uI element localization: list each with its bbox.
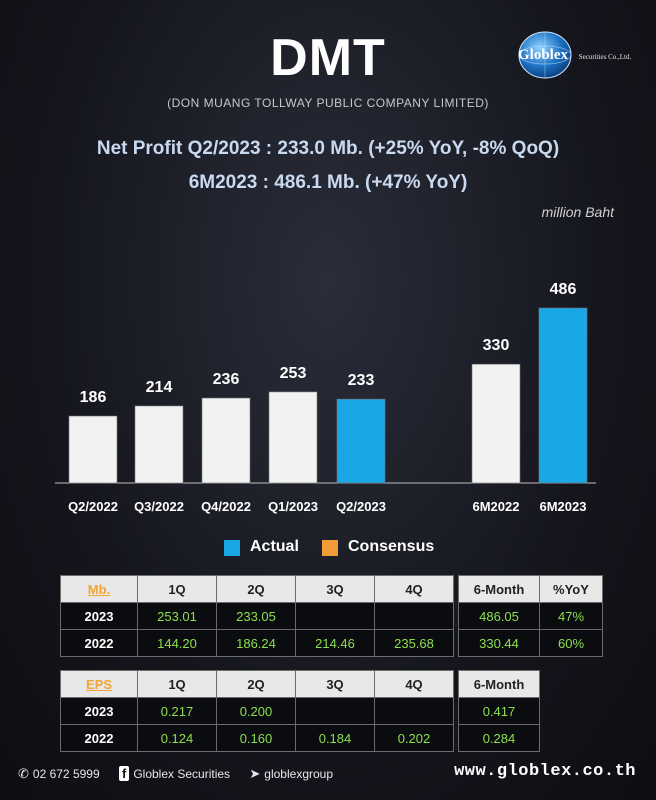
column-header: 4Q [374,670,454,698]
table-cell: 214.46 [295,629,375,657]
table-cell: 60% [539,629,603,657]
table-header-row: 6-Month [458,670,540,698]
bar-6m2023 [538,307,588,484]
net-profit-6m-table: 6-Month %YoY 486.05 47% 330.44 60% [458,575,603,657]
unit-label: million Baht [541,204,614,220]
column-header: 3Q [295,575,375,603]
bar-q2-2023 [336,398,386,484]
data-label: 214 [146,379,173,396]
logo-text: Globlex [518,47,569,63]
x-tick-label: Q4/2022 [201,499,251,514]
column-header: 2Q [216,670,296,698]
table-header-row: EPS 1Q 2Q 3Q 4Q [60,670,454,698]
data-label: 486 [550,281,577,298]
eps-6m-table: 6-Month 0.417 0.284 [458,670,540,752]
table-cell: 0.124 [137,724,217,752]
data-label: 236 [213,371,240,388]
table-cell: 0.217 [137,697,217,725]
table-row: 2022 0.124 0.160 0.184 0.202 [60,724,454,752]
table-cell: 0.417 [458,697,540,725]
net-profit-bar-chart: 186 Q2/2022 214 Q3/2022 236 Q4/2022 253 Q1/2023… [55,281,596,514]
table-cell: 186.24 [216,629,296,657]
table-cell: 0.184 [295,724,375,752]
column-header: 2Q [216,575,296,603]
footer-telegram[interactable]: globlexgroup [264,767,334,781]
table-row: 2022 144.20 186.24 214.46 235.68 [60,629,454,657]
table-cell [374,697,454,725]
data-label: 253 [280,365,307,382]
table-cell: 235.68 [374,629,454,657]
table-cell [374,602,454,630]
bar-6m2022 [471,363,521,484]
table-cell: 0.202 [374,724,454,752]
facebook-icon: f [118,766,130,781]
row-header-year: 2022 [60,629,138,657]
data-label: 186 [80,389,107,406]
footer-contacts: ✆ 02 672 5999 f Globlex Securities ➤ globle… [18,766,333,782]
table-row: 0.284 [458,724,540,752]
table-row: 330.44 60% [458,629,603,657]
footer-website[interactable]: www.globlex.co.th [454,762,636,781]
legend-label-consensus: Consensus [348,538,435,555]
table-header-row: 6-Month %YoY [458,575,603,603]
table-header-row: Mb. 1Q 2Q 3Q 4Q [60,575,454,603]
globlex-logo: Globlex Securities Co.,Ltd. [518,31,632,79]
column-header: %YoY [539,575,603,603]
column-header: 1Q [137,575,217,603]
eps-quarterly-table: EPS 1Q 2Q 3Q 4Q 2023 0.217 0.200 2022 0.… [60,670,454,752]
x-tick-label: Q2/2023 [336,499,386,514]
table-cell: 0.200 [216,697,296,725]
row-header-year: 2023 [60,602,138,630]
bar-q4-2022 [201,397,251,484]
table-row: 486.05 47% [458,602,603,630]
company-name: (DON MUANG TOLLWAY PUBLIC COMPANY LIMITE… [167,96,489,110]
x-tick-label: Q3/2022 [134,499,184,514]
table-row: 2023 0.217 0.200 [60,697,454,725]
bar-q1-2023 [268,391,318,484]
column-header: 6-Month [458,575,540,603]
table-cell: 253.01 [137,602,217,630]
table-cell: 144.20 [137,629,217,657]
table-cell: 330.44 [458,629,540,657]
table-row: 2023 253.01 233.05 [60,602,454,630]
column-header: 4Q [374,575,454,603]
logo-subtext: Securities Co.,Ltd. [579,53,632,61]
legend-swatch-consensus [322,540,338,556]
table-corner-label: EPS [60,670,138,698]
table-cell: 486.05 [458,602,540,630]
table-cell [295,602,375,630]
page-title: DMT [270,29,386,87]
bar-q3-2022 [134,405,184,484]
x-tick-label: Q2/2022 [68,499,118,514]
table-cell: 0.160 [216,724,296,752]
x-tick-label: 6M2022 [473,499,520,514]
footer-phone[interactable]: 02 672 5999 [32,767,100,781]
x-tick-label: 6M2023 [540,499,587,514]
x-tick-label: Q1/2023 [268,499,318,514]
data-label: 233 [348,372,375,389]
table-cell [295,697,375,725]
headline-half-year: 6M2023 : 486.1 Mb. (+47% YoY) [188,172,468,193]
table-cell: 233.05 [216,602,296,630]
phone-icon: ✆ [18,766,29,781]
headline-quarter: Net Profit Q2/2023 : 233.0 Mb. (+25% YoY… [96,138,560,159]
chart-legend: Actual Consensus [0,537,656,561]
legend-swatch-actual [224,540,240,556]
telegram-icon: ➤ [249,766,261,781]
footer-facebook[interactable]: Globlex Securities [133,767,231,781]
data-label: 330 [483,337,510,354]
bar-q2-2022 [68,415,118,484]
legend-label-actual: Actual [250,538,299,555]
table-cell: 0.284 [458,724,540,752]
column-header: 6-Month [458,670,540,698]
table-cell: 47% [539,602,603,630]
row-header-year: 2023 [60,697,138,725]
row-header-year: 2022 [60,724,138,752]
table-row: 0.417 [458,697,540,725]
column-header: 1Q [137,670,217,698]
net-profit-quarterly-table: Mb. 1Q 2Q 3Q 4Q 2023 253.01 233.05 2022 … [60,575,454,657]
table-corner-label: Mb. [60,575,138,603]
column-header: 3Q [295,670,375,698]
